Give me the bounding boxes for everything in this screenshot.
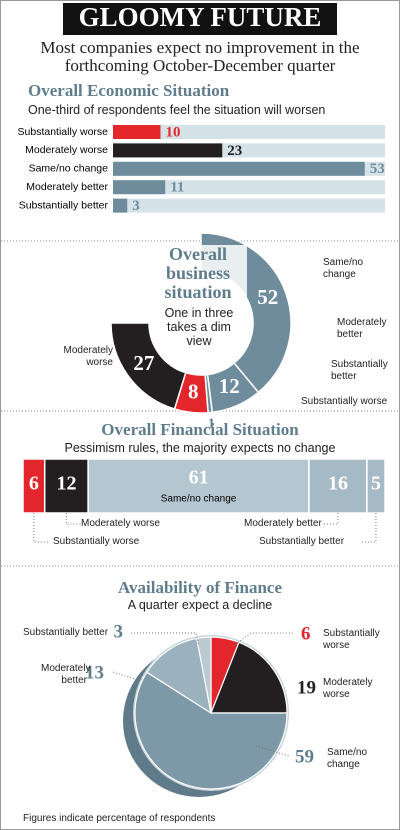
value-label: 23 xyxy=(227,143,242,159)
value-label: 1 xyxy=(208,417,215,432)
value-label: 10 xyxy=(166,124,181,140)
category-label: Substantially better xyxy=(331,359,388,382)
value-label: 13 xyxy=(85,662,104,683)
bar xyxy=(113,180,166,195)
category-label: Moderately worse xyxy=(63,345,113,368)
donut-subtitle: One in three takes a dim view xyxy=(164,306,234,348)
category-label: Moderately better xyxy=(244,518,322,529)
section-title: Overall Economic Situation xyxy=(28,81,230,100)
category-label: Substantially better xyxy=(259,536,345,547)
value-label: 12 xyxy=(56,473,76,495)
pie-slice xyxy=(210,641,288,714)
value-label: 8 xyxy=(188,379,199,403)
category-label: Same/no change xyxy=(29,163,109,175)
bar xyxy=(113,161,365,176)
leader-line xyxy=(112,671,142,682)
leader-line xyxy=(65,513,81,525)
section-subtitle: A quarter expect a decline xyxy=(127,598,273,612)
category-label: Substantially worse xyxy=(323,628,380,651)
pie-slice xyxy=(146,637,212,715)
title: GLOOMY FUTURE xyxy=(79,2,322,32)
leader-line xyxy=(323,513,339,525)
leader-line xyxy=(33,513,48,543)
value-label: 3 xyxy=(114,621,124,642)
category-label: Moderately worse xyxy=(323,677,373,700)
section-subtitle: One-third of respondents feel the situat… xyxy=(28,103,326,117)
pie-slice xyxy=(134,671,288,790)
category-label: Substantially worse xyxy=(53,536,140,547)
value-label: 52 xyxy=(257,285,278,309)
category-label: Same/no change xyxy=(323,257,364,280)
title-band xyxy=(63,3,337,35)
value-label: 6 xyxy=(29,473,39,495)
bar-track xyxy=(113,180,385,195)
section-subtitle: Pessimism rules, the majority expects no… xyxy=(64,441,336,455)
value-label: 59 xyxy=(295,746,314,767)
donut-title: Overall business situation xyxy=(149,245,247,302)
bar-track xyxy=(113,198,385,213)
value-label: 11 xyxy=(170,180,184,196)
bar xyxy=(113,143,223,158)
value-label: 53 xyxy=(370,161,385,177)
category-label: Moderately worse xyxy=(25,144,108,156)
bar xyxy=(113,125,161,139)
value-label: 3 xyxy=(132,198,140,214)
category-label: Substantially better xyxy=(19,199,109,211)
category-label: Same/no change xyxy=(161,494,237,505)
donut-segment xyxy=(110,322,187,410)
stacked-segment xyxy=(87,458,310,514)
category-label: Substantially better xyxy=(23,627,109,638)
category-label: Moderately better xyxy=(26,181,108,193)
value-label: 12 xyxy=(219,374,240,398)
category-label: Moderately better xyxy=(41,663,91,686)
subtitle: Most companies expect no improvement in … xyxy=(40,38,360,75)
value-label: 16 xyxy=(328,473,348,495)
bar xyxy=(113,198,128,213)
value-label: 5 xyxy=(371,473,381,495)
leader-line xyxy=(361,513,377,543)
category-label: Moderately worse xyxy=(81,518,160,529)
section-title: Overall Financial Situation xyxy=(101,420,299,439)
value-label: 19 xyxy=(297,677,316,698)
footnote: Figures indicate percentage of responden… xyxy=(23,813,216,824)
value-label: 61 xyxy=(189,467,209,489)
category-label: Same/no change xyxy=(327,747,368,770)
category-label: Moderately better xyxy=(337,317,387,340)
category-label: Substantially worse xyxy=(18,126,109,138)
leader-line xyxy=(131,632,200,647)
value-label: 27 xyxy=(133,351,154,375)
category-label: Substantially worse xyxy=(301,396,388,407)
bar-track xyxy=(113,125,385,139)
section-title: Availability of Finance xyxy=(117,578,282,597)
value-label: 6 xyxy=(301,623,311,644)
pie-slice xyxy=(196,636,212,714)
